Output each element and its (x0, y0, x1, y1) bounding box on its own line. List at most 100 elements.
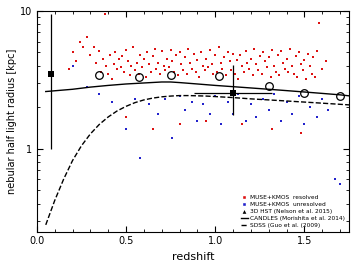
Point (236, 92, 241, 96)
Point (191, 51, 197, 56)
Point (296, 50, 302, 55)
Point (162, 97, 168, 101)
Point (255, 68, 261, 73)
Point (189, 99, 195, 104)
Point (268, 75, 273, 79)
Point (223, 73, 229, 78)
Point (284, 56, 289, 61)
Point (213, 53, 218, 57)
Point (184, 72, 189, 76)
Point (200, 63, 206, 68)
Point (177, 122, 182, 127)
Point (253, 62, 259, 66)
X-axis label: redshift: redshift (172, 252, 214, 262)
Point (261, 97, 266, 101)
Point (161, 63, 166, 68)
Point (185, 47, 191, 51)
Point (143, 75, 148, 79)
Point (136, 72, 141, 76)
Point (182, 55, 188, 59)
Point (264, 65, 270, 69)
Point (120, 54, 125, 58)
Point (284, 99, 289, 104)
Point (204, 56, 209, 61)
Point (195, 58, 200, 62)
Point (141, 56, 147, 61)
Point (168, 48, 173, 52)
Point (180, 68, 186, 73)
Point (80, 45, 86, 49)
Point (134, 61, 140, 65)
Point (166, 65, 172, 69)
Point (132, 68, 138, 73)
Point (123, 48, 129, 52)
Point (275, 53, 281, 57)
Point (229, 68, 234, 73)
Point (250, 73, 256, 78)
Point (302, 122, 307, 127)
Point (237, 53, 243, 57)
Point (150, 126, 156, 131)
Y-axis label: nebular half light radius [kpc]: nebular half light radius [kpc] (7, 49, 17, 194)
Point (278, 49, 284, 53)
Point (325, 108, 330, 112)
Point (241, 70, 247, 74)
Point (109, 77, 115, 81)
Point (287, 47, 293, 51)
Point (125, 59, 131, 63)
Point (332, 177, 337, 181)
Point (266, 55, 272, 59)
Point (300, 68, 305, 73)
Point (314, 115, 320, 119)
Point (109, 99, 115, 104)
Point (253, 115, 259, 119)
Point (157, 72, 163, 76)
Point (145, 50, 150, 55)
Point (218, 122, 224, 127)
Point (246, 67, 252, 71)
Point (189, 67, 195, 71)
Point (121, 70, 127, 74)
Point (100, 56, 106, 61)
Point (271, 63, 277, 68)
Point (310, 55, 316, 59)
Point (312, 75, 318, 79)
Point (104, 63, 109, 68)
Legend: MUSE+KMOS  resolved, MUSE+KMOS  unresolved, 3D HST (Nelson et al. 2015), CANDLES: MUSE+KMOS resolved, MUSE+KMOS unresolved… (240, 194, 346, 229)
Point (96, 49, 102, 53)
Point (230, 111, 236, 116)
Point (213, 94, 218, 98)
Point (232, 72, 238, 76)
Point (91, 45, 97, 49)
Point (305, 51, 311, 56)
Point (130, 45, 136, 49)
Point (286, 70, 291, 74)
Point (227, 59, 232, 63)
Point (273, 70, 279, 74)
Point (111, 62, 116, 66)
Point (171, 70, 177, 74)
Point (252, 47, 257, 51)
Point (220, 67, 225, 71)
Point (137, 156, 143, 161)
Point (204, 118, 209, 123)
Point (178, 62, 184, 66)
Point (198, 50, 204, 55)
Point (169, 136, 175, 140)
Point (259, 72, 265, 76)
Point (236, 77, 241, 81)
Point (248, 102, 254, 107)
Point (248, 56, 254, 61)
Point (314, 49, 320, 53)
Point (177, 94, 182, 98)
Point (298, 131, 304, 135)
Point (225, 50, 231, 55)
Point (84, 85, 90, 89)
Point (243, 118, 248, 123)
Point (162, 68, 168, 73)
Point (277, 73, 282, 78)
Point (319, 97, 325, 101)
Point (239, 122, 245, 127)
Point (271, 92, 277, 96)
Point (177, 50, 182, 55)
